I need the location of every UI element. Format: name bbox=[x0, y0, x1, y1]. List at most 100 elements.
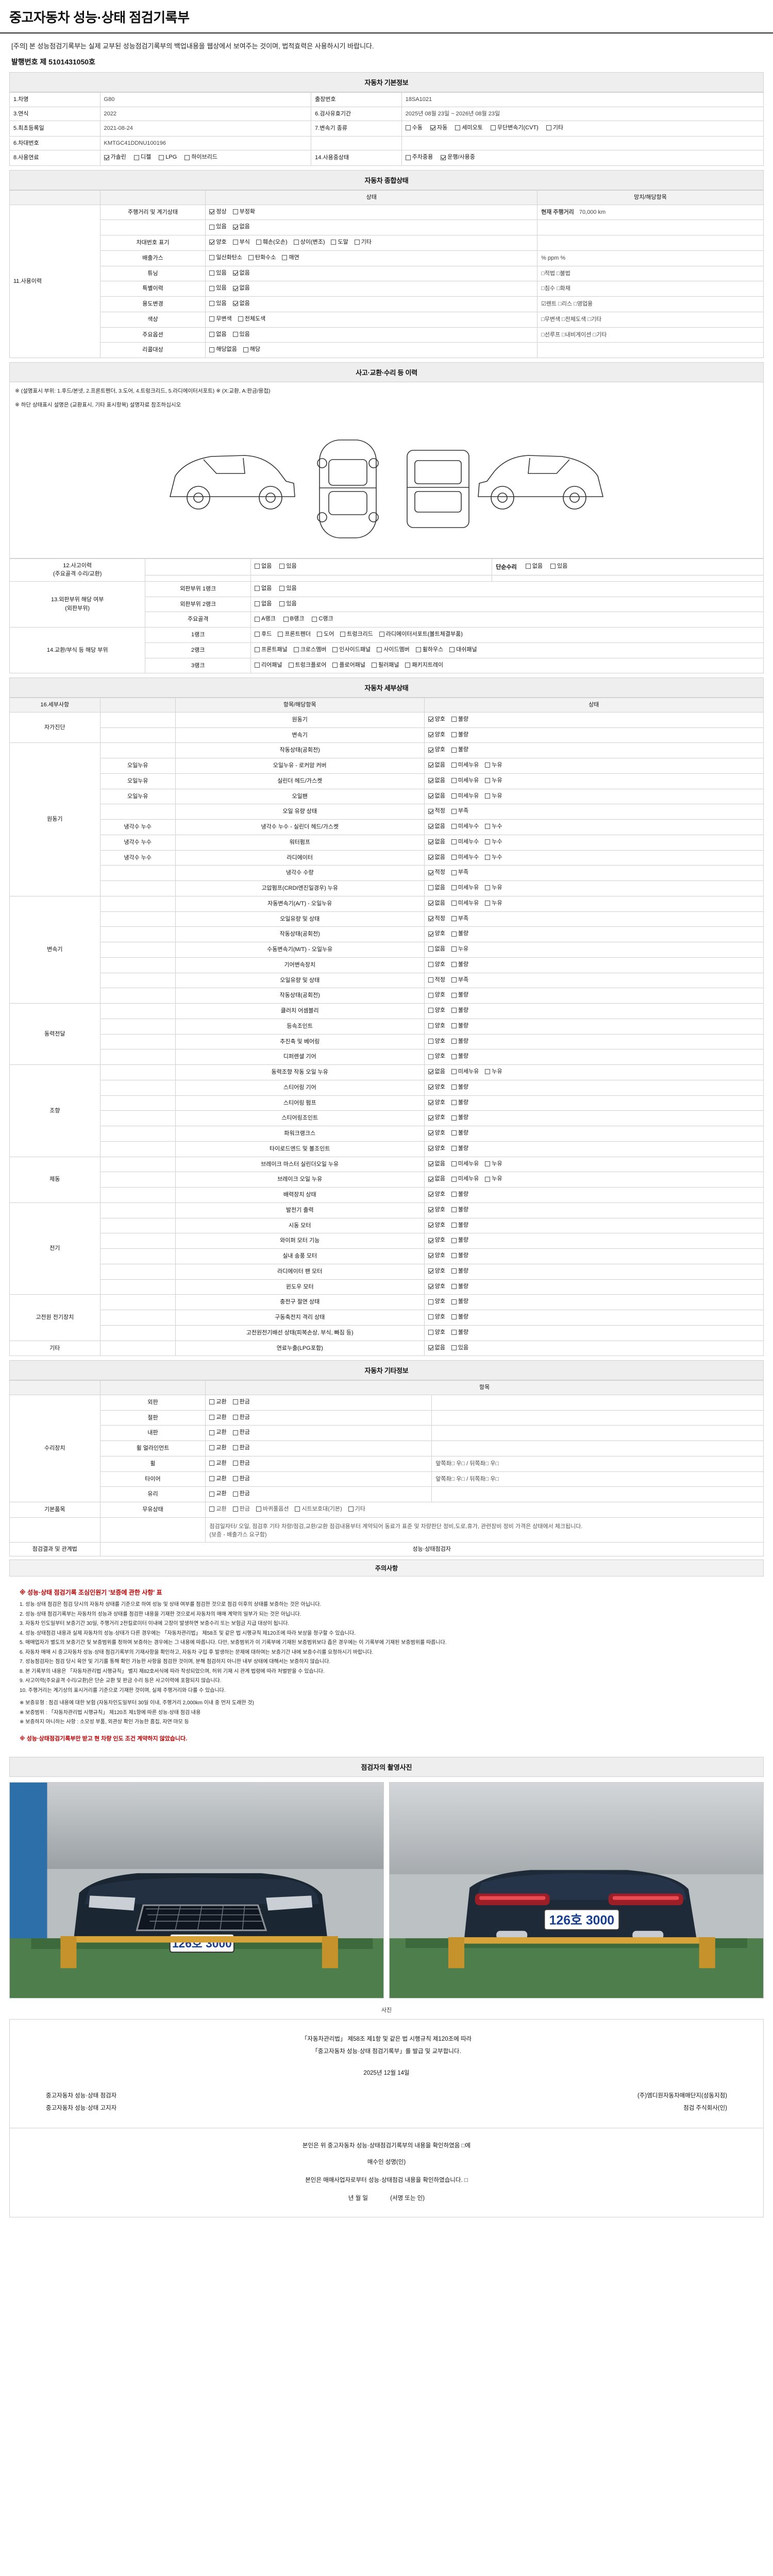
checkbox-충전구-절연-상태-불량[interactable]: 불량 bbox=[451, 1297, 468, 1306]
checkbox-라디에이터서포트-볼트체결부품-[interactable]: 라디에이터서포트(볼트체결부품) bbox=[379, 630, 463, 639]
checkbox-용도변경-있음[interactable]: 있음 bbox=[209, 299, 227, 308]
checkbox-작동상태-공회전--불량[interactable]: 불량 bbox=[451, 745, 468, 754]
checkbox-냉각수-누수-실린더-헤드-가스켓-미세누수[interactable]: 미세누수 bbox=[451, 822, 479, 831]
checkbox-인사이드패널[interactable]: 인사이드패널 bbox=[332, 646, 371, 654]
checkbox-스티어링-펌프-양호[interactable]: 양호 bbox=[428, 1098, 445, 1107]
checkbox-파워크랭크스-불량[interactable]: 불량 bbox=[451, 1129, 468, 1138]
checkbox-작동상태-공회전--불량[interactable]: 불량 bbox=[451, 991, 468, 999]
checkbox-휠-판금[interactable]: 판금 bbox=[232, 1459, 250, 1468]
checkbox-브레이크-마스터-실린더오일-누유-미세누유[interactable]: 미세누유 bbox=[451, 1160, 479, 1168]
checkbox-배력장치-상태-양호[interactable]: 양호 bbox=[428, 1190, 445, 1199]
checkbox-고압펌프-CRDI엔진일경우-누유-없음[interactable]: 없음 bbox=[428, 884, 445, 892]
checkbox-스티어링조인트-양호[interactable]: 양호 bbox=[428, 1113, 445, 1122]
checkbox-동력조향-작동-오일-누유-누유[interactable]: 누유 bbox=[485, 1067, 502, 1076]
checkbox-usage-parked[interactable]: 주차중용 bbox=[405, 153, 433, 162]
checkbox-fuel-diesel[interactable]: 디젤 bbox=[133, 153, 151, 162]
checkbox-튜닝-있음[interactable]: 있음 bbox=[209, 269, 227, 278]
checkbox-자동변속기-A-T-오일누유-없음[interactable]: 없음 bbox=[428, 899, 445, 908]
checkbox-배출가스-탄화수소[interactable]: 탄화수소 bbox=[248, 253, 276, 262]
checkbox-trans-manual[interactable]: 수동 bbox=[405, 124, 423, 132]
checkbox-작동상태-공회전--불량[interactable]: 불량 bbox=[451, 929, 468, 938]
checkbox-타이어-판금[interactable]: 판금 bbox=[232, 1475, 250, 1483]
checkbox-고전원전기배선-상태-피복손상-부식-빠짐-등--양호[interactable]: 양호 bbox=[428, 1328, 445, 1337]
checkbox-frame-b[interactable]: B랭크 bbox=[283, 615, 304, 623]
checkbox-파워크랭크스-양호[interactable]: 양호 bbox=[428, 1129, 445, 1138]
checkbox-차대번호-표기-상이-변조-[interactable]: 상이(변조) bbox=[293, 238, 325, 247]
checkbox-프론트패널[interactable]: 프론트패널 bbox=[255, 646, 288, 654]
checkbox-등속조인트-양호[interactable]: 양호 bbox=[428, 1022, 445, 1030]
checkbox-연료누출-LPG포함--없음[interactable]: 없음 bbox=[428, 1344, 445, 1352]
checkbox-trans-cvt[interactable]: 무단변속기(CVT) bbox=[490, 124, 539, 132]
checkbox-클러치-어셈블리-불량[interactable]: 불량 bbox=[451, 1006, 468, 1015]
checkbox-작동상태-공회전--양호[interactable]: 양호 bbox=[428, 745, 445, 754]
checkbox-교환[interactable]: 교환 bbox=[209, 1505, 227, 1514]
checkbox-실내-송풍-모터-양호[interactable]: 양호 bbox=[428, 1251, 445, 1260]
checkbox-고전원전기배선-상태-피복손상-부식-빠짐-등--불량[interactable]: 불량 bbox=[451, 1328, 468, 1337]
checkbox-실린더-헤드-가스켓-미세누유[interactable]: 미세누유 bbox=[451, 776, 479, 785]
checkbox-오일팬-누유[interactable]: 누유 bbox=[485, 792, 502, 801]
checkbox-추진축-및-베어링-불량[interactable]: 불량 bbox=[451, 1037, 468, 1046]
checkbox-워터펌프-누수[interactable]: 누수 bbox=[485, 838, 502, 846]
checkbox-튜닝-없음[interactable]: 없음 bbox=[232, 269, 250, 278]
checkbox-시동-모터-불량[interactable]: 불량 bbox=[451, 1221, 468, 1230]
checkbox-원동기-불량[interactable]: 불량 bbox=[451, 715, 468, 724]
checkbox-와이퍼-모터-기능-불량[interactable]: 불량 bbox=[451, 1236, 468, 1245]
checkbox-후드[interactable]: 후드 bbox=[255, 630, 272, 639]
checkbox-구동축전지-격리-상태-불량[interactable]: 불량 bbox=[451, 1313, 468, 1321]
checkbox-usage-driving[interactable]: 운행/사용중 bbox=[441, 153, 475, 162]
checkbox-구동축전지-격리-상태-양호[interactable]: 양호 bbox=[428, 1313, 445, 1321]
checkbox-라디에이터-팬-모터-양호[interactable]: 양호 bbox=[428, 1267, 445, 1276]
checkbox-발전기-출력-불량[interactable]: 불량 bbox=[451, 1206, 468, 1214]
checkbox-frame-a[interactable]: A랭크 bbox=[255, 615, 276, 623]
checkbox-휠-교환[interactable]: 교환 bbox=[209, 1459, 227, 1468]
checkbox-내판-판금[interactable]: 판금 bbox=[232, 1428, 250, 1437]
checkbox-유리-판금[interactable]: 판금 bbox=[232, 1489, 250, 1498]
checkbox-크로스멤버[interactable]: 크로스멤버 bbox=[293, 646, 326, 654]
checkbox-실내-송풍-모터-불량[interactable]: 불량 bbox=[451, 1251, 468, 1260]
checkbox-동력조향-작동-오일-누유-미세누유[interactable]: 미세누유 bbox=[451, 1067, 479, 1076]
checkbox-accident-yes[interactable]: 있음 bbox=[279, 562, 297, 571]
checkbox--있음[interactable]: 있음 bbox=[209, 223, 227, 231]
checkbox-충전구-절연-상태-양호[interactable]: 양호 bbox=[428, 1297, 445, 1306]
checkbox-브레이크-오일-누유-미세누유[interactable]: 미세누유 bbox=[451, 1175, 479, 1183]
checkbox-휠하우스[interactable]: 휠하우스 bbox=[415, 646, 443, 654]
checkbox-trans-semiauto[interactable]: 세미오토 bbox=[455, 124, 483, 132]
checkbox-오일-유량-상태-적정[interactable]: 적정 bbox=[428, 807, 445, 816]
checkbox-워터펌프-없음[interactable]: 없음 bbox=[428, 838, 445, 846]
checkbox-차대번호-표기-부식[interactable]: 부식 bbox=[232, 238, 250, 247]
checkbox-오일팬-없음[interactable]: 없음 bbox=[428, 792, 445, 801]
photo-front[interactable]: 126호 3000 bbox=[9, 1782, 384, 1998]
checkbox-도어[interactable]: 도어 bbox=[317, 630, 334, 639]
checkbox-fuel-gasoline[interactable]: 가솔린 bbox=[104, 153, 126, 162]
checkbox-simple-yes[interactable]: 있음 bbox=[550, 562, 567, 571]
checkbox-사이드멤버[interactable]: 사이드멤버 bbox=[377, 646, 410, 654]
checkbox-색상-전체도색[interactable]: 전체도색 bbox=[238, 315, 265, 324]
checkbox-기어변속장치-양호[interactable]: 양호 bbox=[428, 960, 445, 969]
checkbox-냉각수-수량-적정[interactable]: 적정 bbox=[428, 868, 445, 877]
checkbox-스티어링-기어-불량[interactable]: 불량 bbox=[451, 1083, 468, 1092]
checkbox-고압펌프-CRDI엔진일경우-누유-누유[interactable]: 누유 bbox=[485, 884, 502, 892]
checkbox-워터펌프-미세누수[interactable]: 미세누수 bbox=[451, 838, 479, 846]
checkbox-스티어링-펌프-불량[interactable]: 불량 bbox=[451, 1098, 468, 1107]
checkbox-수동변속기-M-T-오일누유-없음[interactable]: 없음 bbox=[428, 945, 445, 954]
checkbox-윈도우-모터-불량[interactable]: 불량 bbox=[451, 1282, 468, 1291]
checkbox-트렁크플로어[interactable]: 트렁크플로어 bbox=[288, 661, 326, 670]
checkbox-오일유량-및-상태-부족[interactable]: 부족 bbox=[451, 914, 468, 923]
checkbox-브레이크-마스터-실린더오일-누유-누유[interactable]: 누유 bbox=[485, 1160, 502, 1168]
checkbox-연료누출-LPG포함--있음[interactable]: 있음 bbox=[451, 1344, 468, 1352]
checkbox-오일누유-로커암-커버-없음[interactable]: 없음 bbox=[428, 761, 445, 770]
checkbox-휠-얼라인먼트-판금[interactable]: 판금 bbox=[232, 1444, 250, 1452]
checkbox-외판-교환[interactable]: 교환 bbox=[209, 1398, 227, 1406]
checkbox-스티어링조인트-불량[interactable]: 불량 bbox=[451, 1113, 468, 1122]
checkbox-특별이력-없음[interactable]: 없음 bbox=[232, 284, 250, 293]
checkbox-오일누유-로커암-커버-누유[interactable]: 누유 bbox=[485, 761, 502, 770]
checkbox-특별이력-있음[interactable]: 있음 bbox=[209, 284, 227, 293]
checkbox-내판-교환[interactable]: 교환 bbox=[209, 1428, 227, 1437]
checkbox-작동상태-공회전--양호[interactable]: 양호 bbox=[428, 929, 445, 938]
checkbox-디퍼렌셜-기어-불량[interactable]: 불량 bbox=[451, 1052, 468, 1061]
checkbox-리어패널[interactable]: 리어패널 bbox=[255, 661, 282, 670]
checkbox-주요옵션-있음[interactable]: 있음 bbox=[232, 330, 250, 339]
checkbox-simple-none[interactable]: 없음 bbox=[525, 562, 543, 571]
checkbox-라디에이터-누수[interactable]: 누수 bbox=[485, 853, 502, 862]
checkbox-기타[interactable]: 기타 bbox=[348, 1505, 365, 1514]
